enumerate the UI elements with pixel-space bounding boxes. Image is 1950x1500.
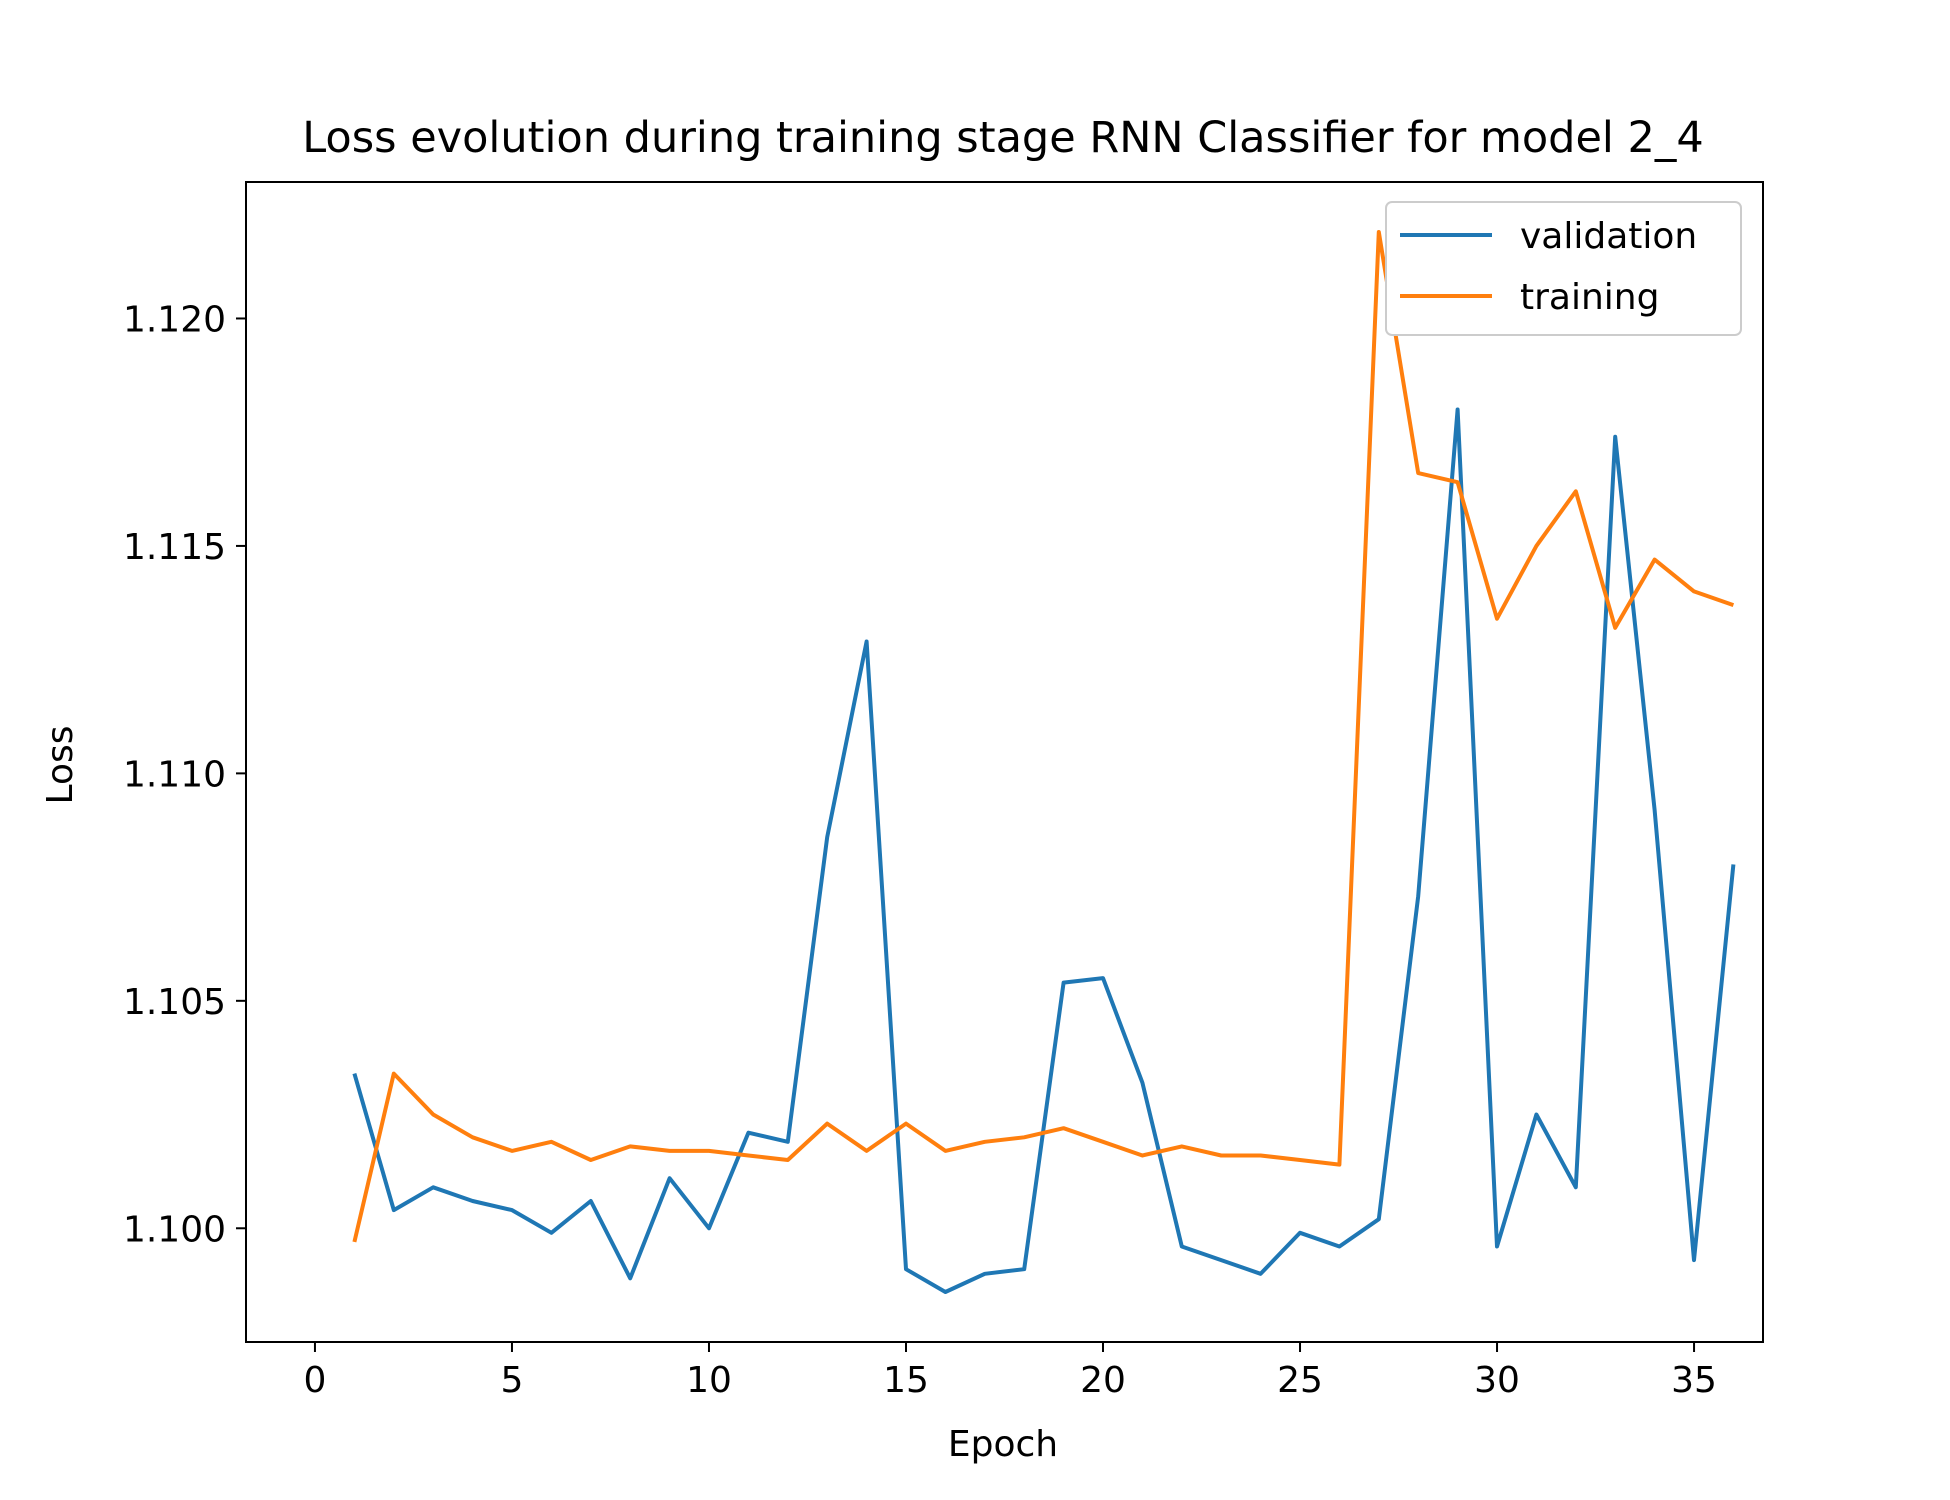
x-tick-label: 25 bbox=[1277, 1360, 1323, 1401]
x-tick-label: 35 bbox=[1671, 1360, 1717, 1401]
y-axis-label: Loss bbox=[40, 726, 81, 805]
series-layer bbox=[352, 230, 1736, 1294]
x-tick-label: 30 bbox=[1474, 1360, 1520, 1401]
legend: validation training bbox=[1385, 201, 1742, 336]
x-tick-label: 20 bbox=[1080, 1360, 1126, 1401]
y-tick-label: 1.105 bbox=[123, 982, 226, 1023]
series-line-validation bbox=[352, 407, 1736, 1294]
series-line-training bbox=[352, 230, 1735, 1243]
y-tick-label: 1.115 bbox=[123, 527, 226, 568]
x-tick-label: 10 bbox=[686, 1360, 732, 1401]
y-tick-label: 1.120 bbox=[123, 299, 226, 340]
y-tick-label: 1.110 bbox=[123, 754, 226, 795]
x-axis-ticks: 0 5 10 15 20 25 30 35 bbox=[304, 1342, 1717, 1401]
plot-frame bbox=[245, 181, 1764, 1343]
y-axis-ticks: 1.100 1.105 1.110 1.115 1.120 bbox=[123, 299, 246, 1250]
chart-title: Loss evolution during training stage RNN… bbox=[302, 113, 1704, 163]
x-axis-label: Epoch bbox=[948, 1424, 1058, 1465]
legend-label-training: training bbox=[1520, 277, 1659, 318]
x-tick-label: 15 bbox=[883, 1360, 929, 1401]
x-tick-label: 5 bbox=[501, 1360, 524, 1401]
legend-label-validation: validation bbox=[1520, 216, 1697, 257]
y-tick-label: 1.100 bbox=[123, 1209, 226, 1250]
x-tick-label: 0 bbox=[304, 1360, 327, 1401]
